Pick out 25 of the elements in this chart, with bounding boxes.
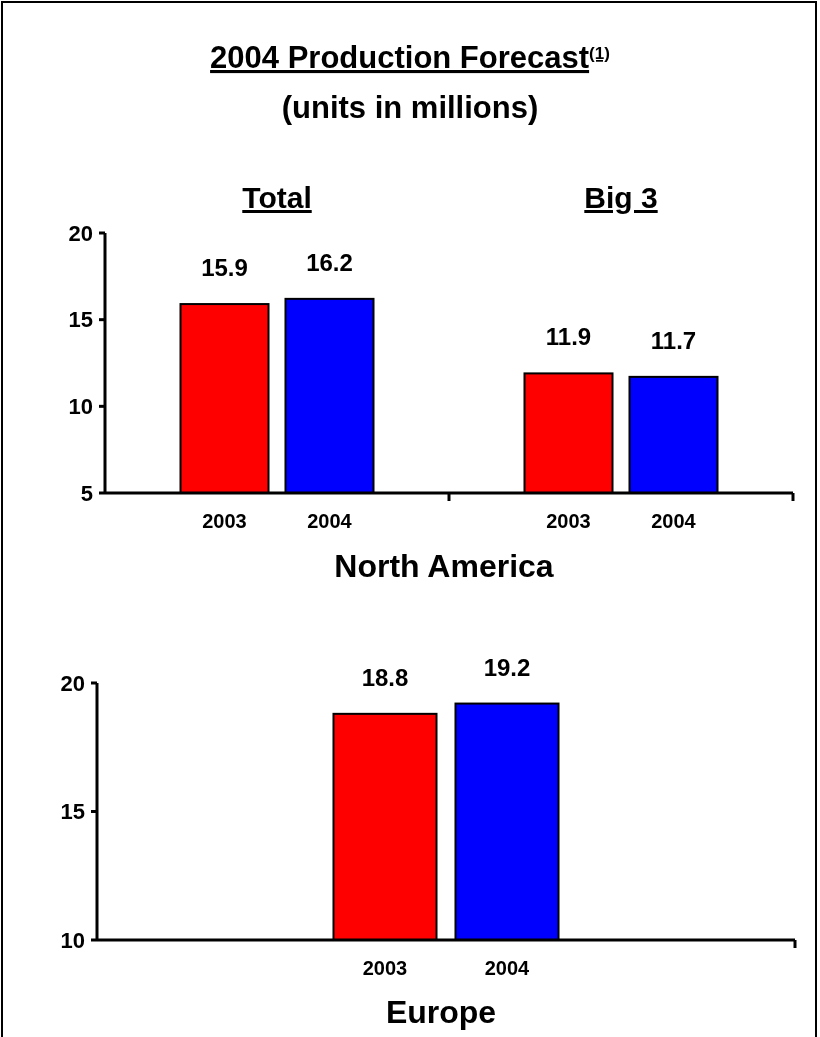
text: Total bbox=[242, 181, 312, 214]
text: Big 3 bbox=[584, 181, 658, 214]
y-tick-label: 15 bbox=[68, 307, 93, 333]
chart-subtitle: (units in millions) bbox=[281, 90, 539, 125]
x-tick-label: 2003 bbox=[362, 957, 408, 979]
x-tick-label: 2004 bbox=[307, 510, 353, 532]
y-tick-label: 10 bbox=[60, 927, 85, 953]
y-tick-label: 20 bbox=[60, 670, 85, 696]
data-label: 15.9 bbox=[201, 254, 248, 282]
y-tick-label: 5 bbox=[80, 480, 93, 506]
y-tick-label: 20 bbox=[68, 220, 93, 246]
x-tick-label: 2004 bbox=[651, 510, 697, 532]
x-tick-label: 2004 bbox=[484, 957, 531, 979]
x-tick-label: 2003 bbox=[546, 510, 591, 532]
y-tick-label: 10 bbox=[68, 394, 93, 420]
data-label: 11.9 bbox=[545, 323, 592, 351]
chart-title: 2004 Production Forecast$^{(1)}$ bbox=[210, 40, 610, 75]
y-tick-label: 15 bbox=[60, 799, 85, 825]
x-axis-title: Europe bbox=[385, 994, 497, 1030]
x-tick-label: 2003 bbox=[202, 510, 247, 532]
data-label: 16.2 bbox=[306, 248, 353, 276]
data-label: 18.8 bbox=[361, 663, 409, 691]
data-label: 19.2 bbox=[483, 653, 531, 681]
x-axis-title: North America bbox=[334, 548, 554, 584]
data-label: 11.7 bbox=[650, 326, 697, 354]
